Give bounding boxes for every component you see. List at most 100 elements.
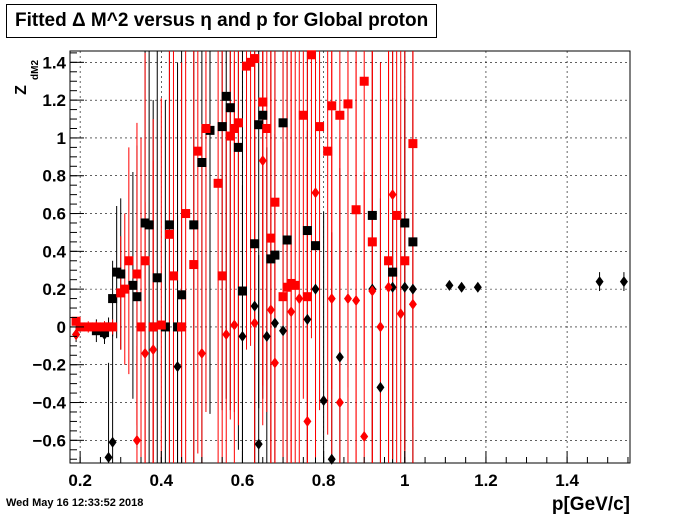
data-point-square <box>217 122 227 132</box>
data-point-square <box>400 218 410 228</box>
data-point-diamond <box>368 285 377 297</box>
data-point-square <box>99 322 109 332</box>
data-point-square <box>359 76 369 86</box>
data-point-square <box>351 205 361 215</box>
data-point-square <box>177 290 187 300</box>
data-point-diamond <box>173 361 182 373</box>
data-point-square <box>311 241 321 251</box>
data-point-diamond <box>262 330 271 342</box>
data-point-square <box>270 197 280 207</box>
data-point-square <box>83 322 93 332</box>
y-tick-label: −0.2 <box>32 356 66 375</box>
y-tick-label: 0 <box>57 318 66 337</box>
data-point-diamond <box>270 357 279 369</box>
data-point-square <box>217 271 227 281</box>
y-tick-label: 0.8 <box>42 167 66 186</box>
data-point-diamond <box>400 281 409 293</box>
data-point-square <box>298 110 308 120</box>
data-point-square <box>136 322 146 332</box>
data-point-square <box>270 250 280 260</box>
data-point-diamond <box>266 304 275 316</box>
y-tick-label: 0.2 <box>42 280 66 299</box>
data-point-square <box>250 239 260 249</box>
grid <box>70 51 630 463</box>
data-point-square <box>335 110 345 120</box>
data-point-diamond <box>457 281 466 293</box>
y-tick-label: 1.2 <box>42 91 66 110</box>
data-point-square <box>128 280 138 290</box>
data-point-square <box>140 256 150 266</box>
data-point-square <box>408 139 418 149</box>
y-tick-label: −0.4 <box>32 394 66 413</box>
y-axis-label-subscript: dM2 <box>30 60 41 80</box>
data-point-square <box>233 142 243 152</box>
data-point-square <box>225 103 235 113</box>
data-point-square <box>254 120 264 130</box>
data-point-diamond <box>141 347 150 359</box>
timestamp: Wed May 16 12:33:52 2018 <box>6 497 144 509</box>
data-point-diamond <box>132 434 141 446</box>
data-point-square <box>250 54 260 64</box>
data-point-diamond <box>230 319 239 331</box>
y-tick-label: 1 <box>57 129 66 148</box>
data-markers <box>71 50 628 465</box>
x-tick-label: 1 <box>400 471 409 490</box>
x-tick-label: 1.2 <box>474 471 498 490</box>
data-point-diamond <box>319 395 328 407</box>
data-point-diamond <box>408 298 417 310</box>
data-point-square <box>152 273 162 283</box>
data-point-square <box>156 320 166 330</box>
data-point-diamond <box>335 351 344 363</box>
data-point-diamond <box>384 281 393 293</box>
data-point-diamond <box>258 155 267 167</box>
data-point-diamond <box>104 451 113 463</box>
data-point-square <box>384 256 394 266</box>
x-axis-label: p[GeV/c] <box>552 494 630 514</box>
data-point-diamond <box>376 321 385 333</box>
data-point-diamond <box>408 283 417 295</box>
data-point-diamond <box>287 306 296 318</box>
data-point-square <box>144 220 154 230</box>
data-point-square <box>221 91 231 101</box>
data-point-diamond <box>388 189 397 201</box>
data-point-diamond <box>295 293 304 305</box>
data-point-square <box>400 256 410 266</box>
y-tick-label: −0.6 <box>32 431 66 450</box>
plot-frame <box>69 50 631 464</box>
chart-title: Fitted Δ M^2 versus η and p for Global p… <box>6 4 438 38</box>
data-point-square <box>262 123 272 133</box>
data-point-diamond <box>595 276 604 288</box>
data-point-diamond <box>473 281 482 293</box>
data-point-square <box>278 118 288 128</box>
data-point-diamond <box>303 313 312 325</box>
data-point-square <box>108 294 118 304</box>
data-point-square <box>193 146 203 156</box>
data-point-square <box>213 178 223 188</box>
data-point-diamond <box>619 276 628 288</box>
data-point-square <box>290 280 300 290</box>
data-point-square <box>233 118 243 128</box>
y-tick-label: 0.6 <box>42 205 66 224</box>
data-point-diamond <box>303 415 312 427</box>
data-point-square <box>164 220 174 230</box>
data-point-square <box>237 286 247 296</box>
x-tick-label: 0.6 <box>231 471 255 490</box>
data-point-square <box>258 110 268 120</box>
data-point-diamond <box>311 283 320 295</box>
data-point-square <box>392 210 402 220</box>
data-point-diamond <box>335 397 344 409</box>
data-point-diamond <box>250 317 259 329</box>
data-point-square <box>367 210 377 220</box>
data-point-square <box>201 123 211 133</box>
data-point-diamond <box>197 347 206 359</box>
data-point-diamond <box>311 187 320 199</box>
data-point-diamond <box>279 325 288 337</box>
data-point-square <box>189 260 199 270</box>
data-point-square <box>229 123 239 133</box>
data-point-diamond <box>396 308 405 320</box>
data-point-diamond <box>327 293 336 305</box>
data-point-square <box>124 256 134 266</box>
data-point-diamond <box>238 330 247 342</box>
data-point-square <box>302 226 312 236</box>
